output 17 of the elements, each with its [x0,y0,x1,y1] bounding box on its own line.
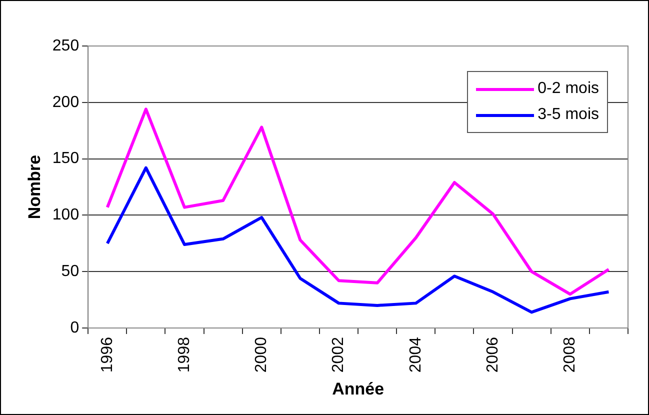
x-tick-label: 2000 [253,336,270,373]
y-tick-label: 100 [52,206,80,224]
legend-label: 0-2 mois [538,80,599,98]
x-tick-label: 2008 [562,336,579,373]
y-tick-label: 50 [61,263,80,280]
x-tick-label: 1996 [98,336,116,373]
y-tick-label: 200 [52,94,80,111]
y-tick-label: 0 [70,319,80,336]
y-axis-title: Nombre [24,154,44,220]
x-tick-label: 2004 [407,336,424,373]
y-tick-label: 250 [52,37,80,54]
x-tick-label: 2006 [484,336,502,373]
legend-label: 3-5 mois [538,106,599,124]
x-tick-label: 1998 [176,336,193,373]
x-axis-title: Année [332,379,384,398]
x-tick-label: 2002 [330,336,348,373]
y-tick-label: 150 [52,150,80,168]
